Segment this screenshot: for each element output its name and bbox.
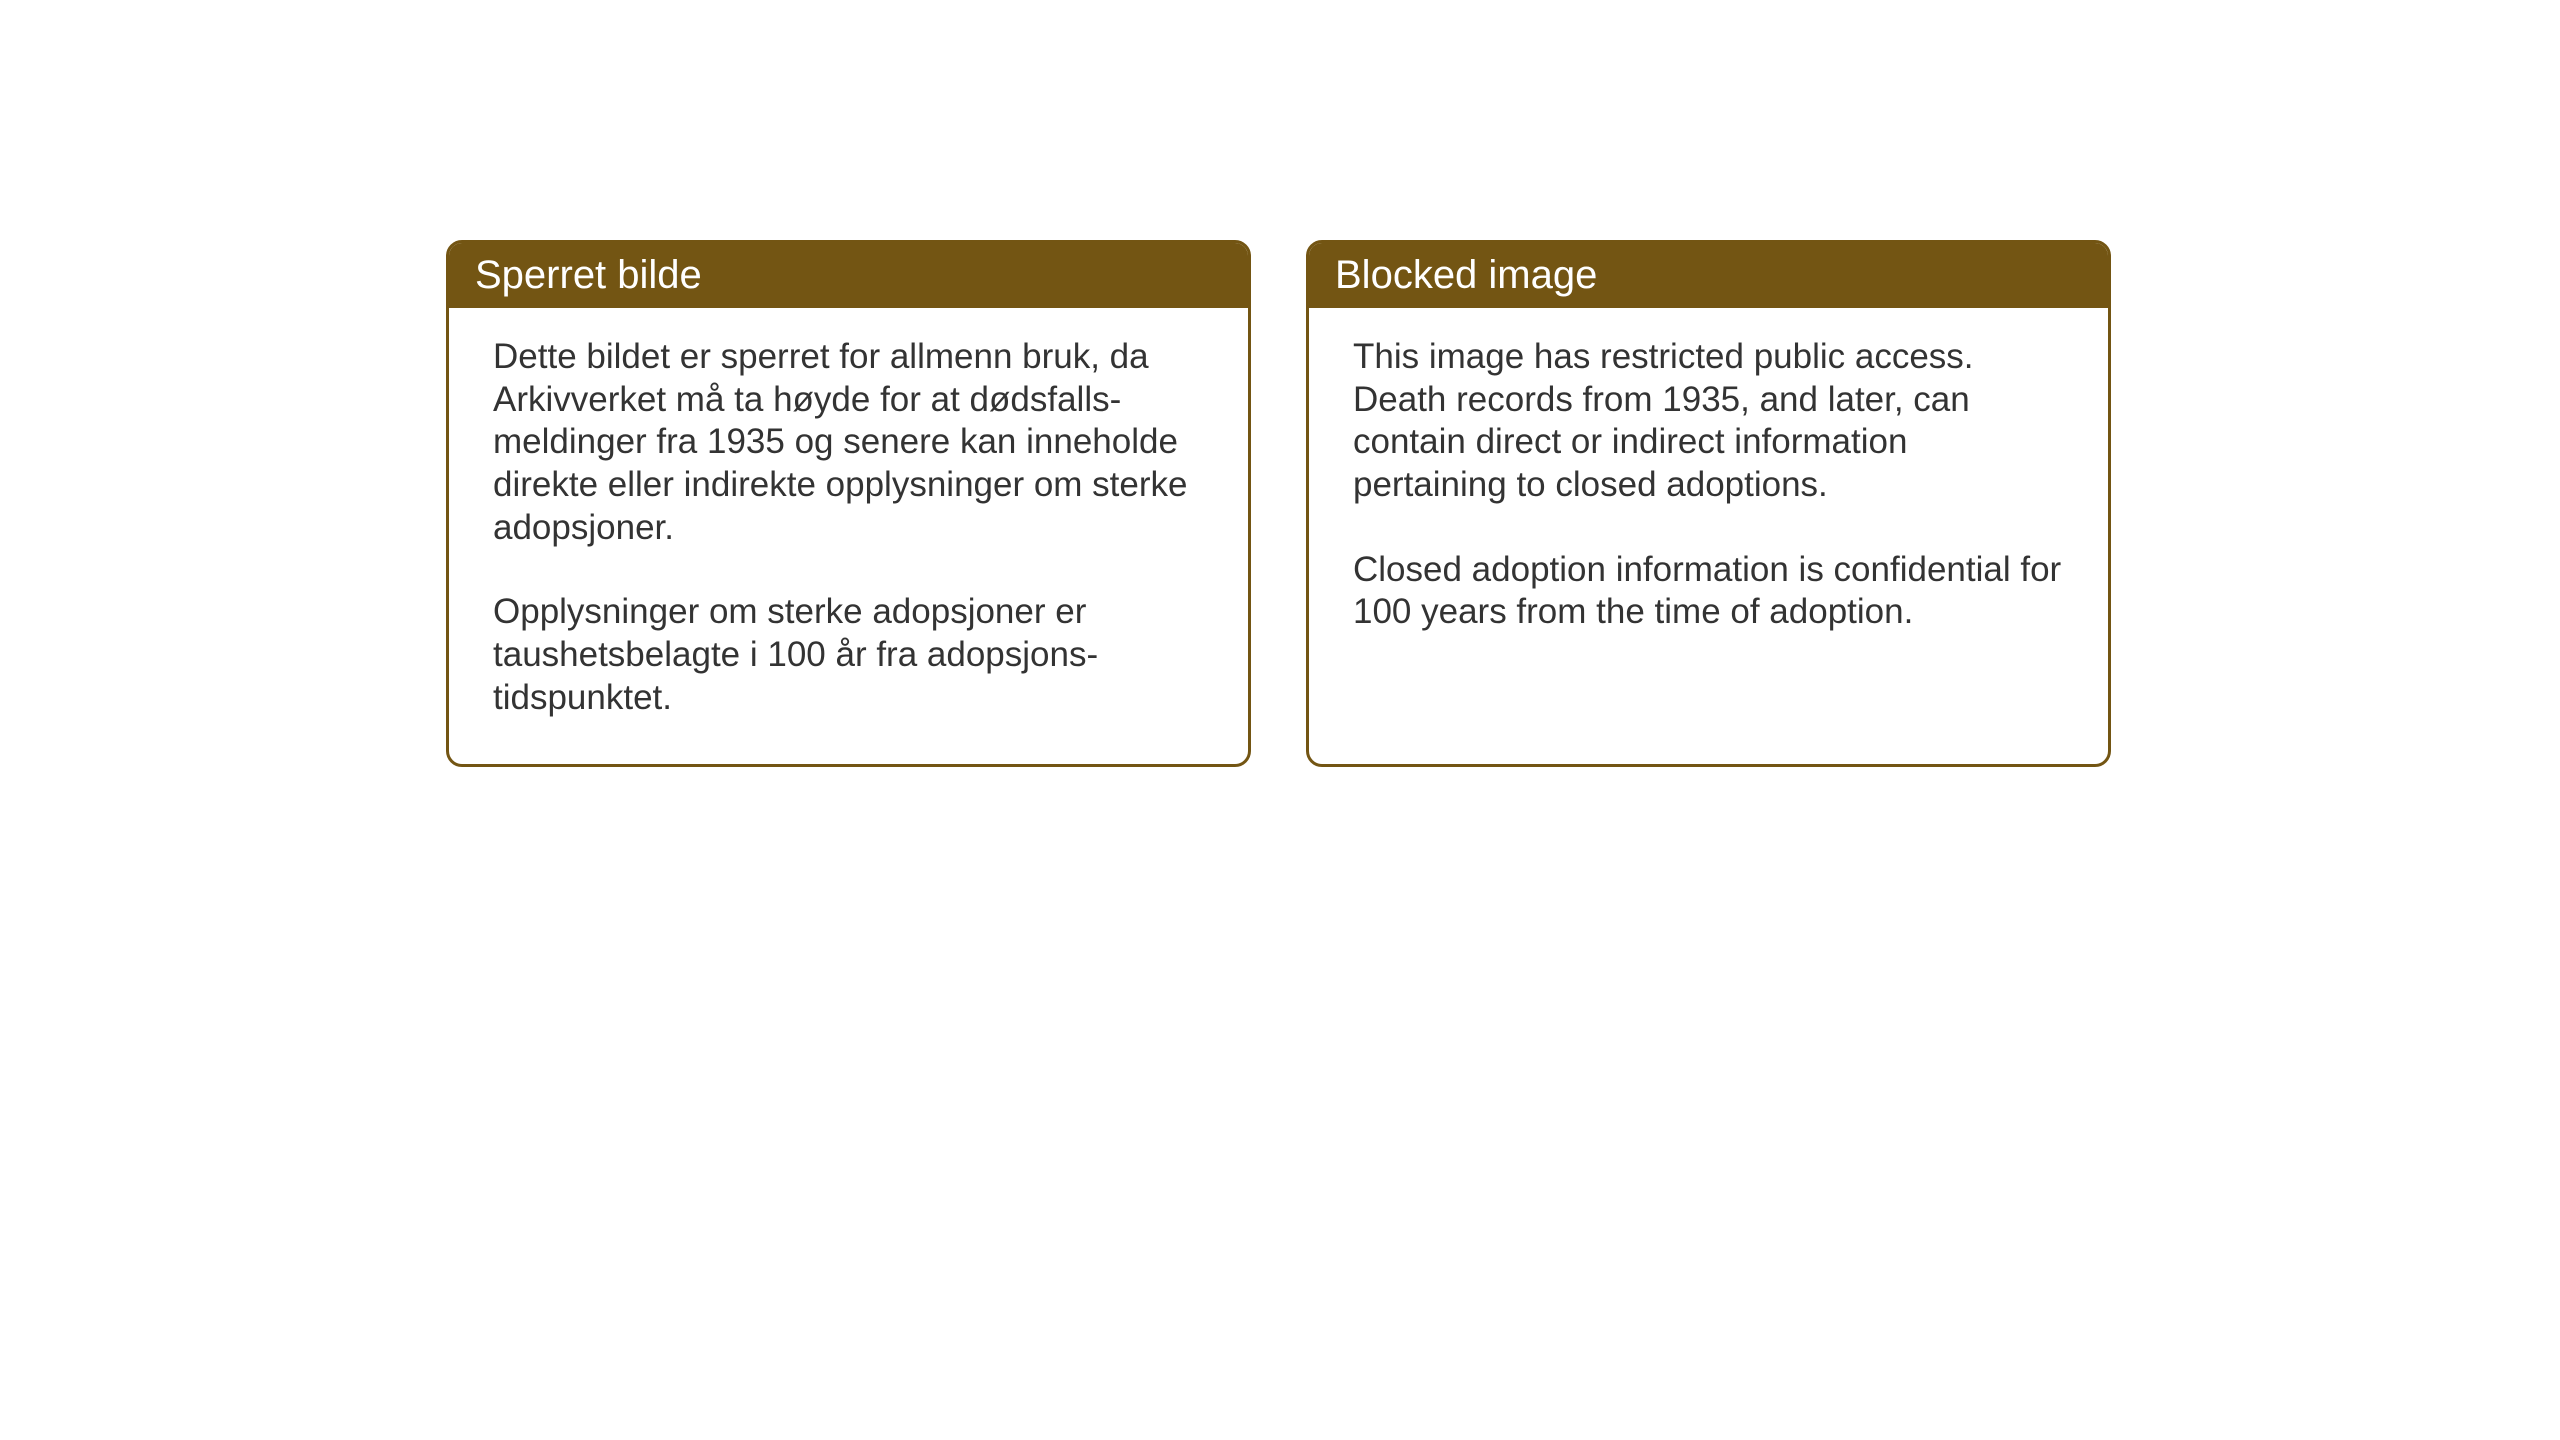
card-title-norwegian: Sperret bilde xyxy=(475,253,702,297)
card-body-english: This image has restricted public access.… xyxy=(1309,308,2108,678)
card-header-english: Blocked image xyxy=(1309,243,2108,308)
card-body-norwegian: Dette bildet er sperret for allmenn bruk… xyxy=(449,308,1248,764)
notice-cards-container: Sperret bilde Dette bildet er sperret fo… xyxy=(446,240,2111,767)
card-paragraph-2-english: Closed adoption information is confident… xyxy=(1353,549,2064,634)
card-title-english: Blocked image xyxy=(1335,253,1597,297)
card-paragraph-1-norwegian: Dette bildet er sperret for allmenn bruk… xyxy=(493,336,1204,549)
notice-card-english: Blocked image This image has restricted … xyxy=(1306,240,2111,767)
card-header-norwegian: Sperret bilde xyxy=(449,243,1248,308)
card-paragraph-2-norwegian: Opplysninger om sterke adopsjoner er tau… xyxy=(493,591,1204,719)
notice-card-norwegian: Sperret bilde Dette bildet er sperret fo… xyxy=(446,240,1251,767)
card-paragraph-1-english: This image has restricted public access.… xyxy=(1353,336,2064,507)
